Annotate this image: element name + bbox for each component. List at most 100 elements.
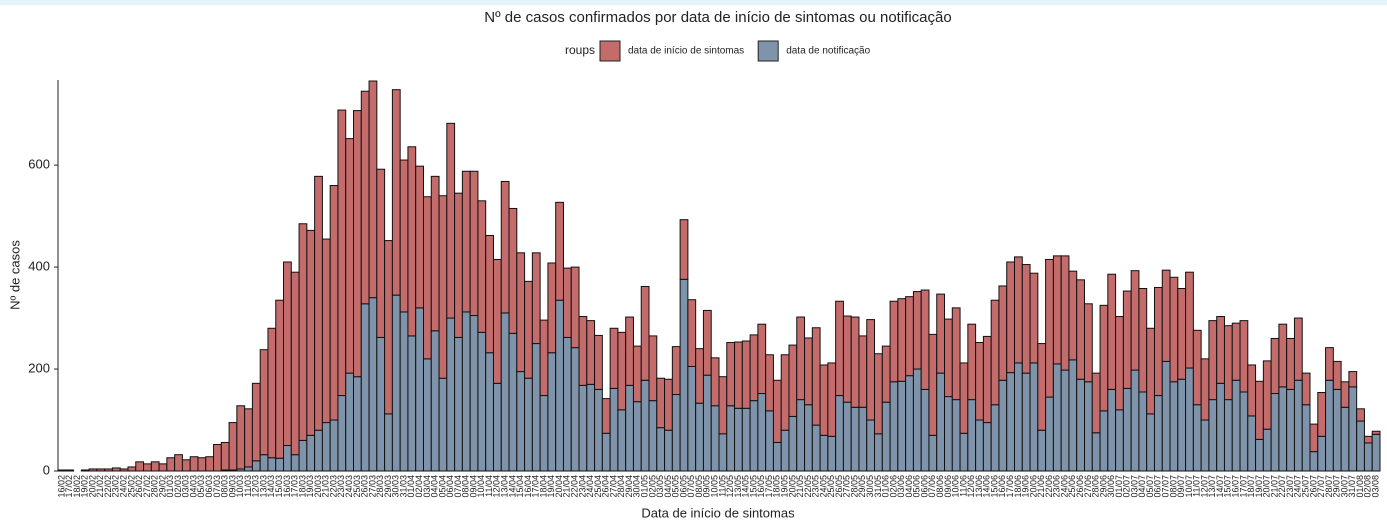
bar-segment <box>726 342 736 407</box>
x-tick-label: 19/05 <box>779 475 789 498</box>
x-tick-label: 01/06 <box>881 475 891 498</box>
bar-segment <box>1045 396 1054 472</box>
bar-segment <box>1029 272 1039 364</box>
top-strip <box>0 0 1387 5</box>
bar-segment <box>889 381 899 472</box>
x-tick-label: 06/04 <box>445 475 455 498</box>
x-tick-label: 29/04 <box>624 475 634 498</box>
bar-segment <box>275 299 285 459</box>
bar-segment <box>1247 415 1257 472</box>
bar-segment <box>951 307 961 401</box>
x-tick-label: 11/06 <box>958 475 968 497</box>
bar-segment <box>842 401 852 472</box>
bar-segment <box>461 311 471 472</box>
bar-segment <box>780 429 790 472</box>
bar-segment <box>353 376 362 472</box>
x-tick-label: 15/03 <box>274 475 284 498</box>
x-tick-label: 23/07 <box>1285 475 1295 498</box>
bar-segment <box>1045 258 1054 398</box>
x-tick-label: 23/06 <box>1052 475 1062 498</box>
bar-segment <box>1083 381 1093 472</box>
bar-segment <box>1255 438 1264 472</box>
x-tick-label: 04/05 <box>663 475 673 498</box>
bar-segment <box>1247 364 1257 417</box>
bar-segment <box>702 309 712 376</box>
bar-segment <box>477 200 487 333</box>
bar-segment <box>959 362 969 434</box>
bar-segment <box>1091 372 1101 434</box>
x-tick-label: 28/07 <box>1324 475 1334 498</box>
x-tick-label: 22/06 <box>1044 475 1054 498</box>
bar-segment <box>1138 391 1148 472</box>
bar-segment <box>1317 391 1327 437</box>
x-tick-label: 28/06 <box>1091 475 1101 498</box>
bar-segment <box>1200 358 1210 421</box>
bar-segment <box>967 323 977 401</box>
bar-segment <box>562 267 572 338</box>
bar-segment <box>578 316 588 386</box>
bar-segment <box>1091 432 1101 472</box>
y-tick-label: 400 <box>28 259 50 274</box>
bar-segment <box>601 398 611 434</box>
x-tick-label: 21/05 <box>795 475 805 498</box>
x-tick-label: 23/02 <box>111 475 121 498</box>
x-tick-label: 22/05 <box>803 475 813 498</box>
x-tick-label: 08/07 <box>1168 475 1178 498</box>
x-tick-label: 18/02 <box>72 475 82 498</box>
bar-segment <box>547 352 557 472</box>
x-tick-label: 13/07 <box>1207 475 1217 498</box>
bar-segment <box>788 344 798 417</box>
bar-segment <box>1278 386 1288 472</box>
bar-segment <box>827 362 837 437</box>
x-tick-label: 23/04 <box>577 475 587 498</box>
bar-segment <box>337 395 347 472</box>
bar-segment <box>858 406 868 472</box>
x-tick-label: 03/03 <box>181 475 191 498</box>
x-tick-label: 19/06 <box>1021 475 1031 498</box>
bar-segment <box>353 110 362 378</box>
x-tick-label: 06/06 <box>919 475 929 498</box>
bar-segment <box>446 122 456 319</box>
bar-segment <box>804 404 813 472</box>
bar-segment <box>850 406 860 472</box>
bar-segment <box>376 336 386 472</box>
bar-segment <box>1060 369 1070 472</box>
bar-segment <box>1286 388 1295 472</box>
x-tick-label: 03/08 <box>1370 475 1380 498</box>
bar-segment <box>314 175 323 431</box>
x-tick-label: 08/05 <box>694 475 704 498</box>
bar-segment <box>135 461 145 472</box>
x-tick-label: 07/07 <box>1161 475 1171 498</box>
x-tick-label: 02/08 <box>1363 475 1373 498</box>
bar-segment <box>1177 287 1187 380</box>
x-tick-label: 19/07 <box>1254 475 1264 498</box>
bar-segment <box>1325 379 1334 472</box>
bar-segment <box>181 459 191 472</box>
x-tick-label: 08/04 <box>461 475 471 498</box>
x-tick-label: 22/04 <box>570 475 580 498</box>
x-tick-label: 02/04 <box>414 475 424 498</box>
bar-segment <box>998 285 1008 381</box>
bar-segment <box>1363 442 1373 472</box>
bar-segment <box>1332 360 1342 390</box>
x-axis-title: Data de início de sintomas <box>641 505 795 520</box>
bar-segment <box>267 327 277 459</box>
bar-segment <box>1052 363 1062 472</box>
bar-segment <box>1223 399 1233 472</box>
bar-segment <box>422 358 432 472</box>
legend-label: data de início de sintomas <box>628 46 744 57</box>
x-tick-label: 21/06 <box>1036 475 1046 498</box>
bar-segment <box>399 311 409 472</box>
x-tick-label: 20/02 <box>87 475 97 498</box>
bar-segment <box>640 285 650 381</box>
x-tick-label: 02/03 <box>173 475 183 498</box>
x-tick-label: 24/06 <box>1059 475 1069 498</box>
x-tick-label: 29/07 <box>1332 475 1342 498</box>
bar-segment <box>975 342 984 421</box>
bar-segment <box>1216 316 1225 384</box>
chart-title: Nº de casos confirmados por data de iníc… <box>484 9 951 26</box>
x-tick-label: 30/03 <box>391 475 401 498</box>
bar-segment <box>1161 269 1171 362</box>
x-tick-label: 16/05 <box>756 475 766 498</box>
bar-segment <box>329 185 339 421</box>
